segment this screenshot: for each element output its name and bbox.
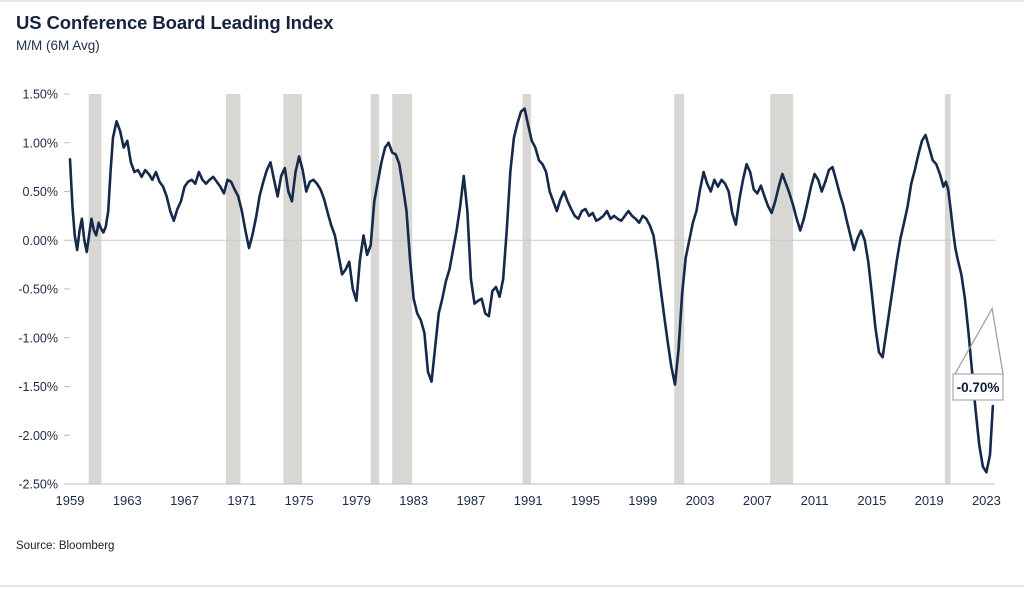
x-axis-label: 1979 (342, 493, 371, 508)
x-axis-label: 2023 (972, 493, 1001, 508)
x-axis-label: 2015 (857, 493, 886, 508)
x-axis-ticks: 1959 1963 1967 1971 1975 1979 1983 1987 1991 1995… (56, 483, 1001, 508)
last-value-callout: -0.70% (952, 306, 1004, 401)
recession-band (370, 94, 380, 484)
y-axis-label: -1.50% (18, 380, 58, 394)
recession-band (226, 94, 241, 484)
x-axis-label: 2019 (915, 493, 944, 508)
y-axis-label: -1.00% (18, 331, 58, 345)
x-axis-label: 1991 (514, 493, 543, 508)
recession-band (770, 94, 794, 484)
recession-band (88, 94, 102, 484)
page-title: US Conference Board Leading Index (16, 12, 334, 33)
x-axis-label: 1963 (113, 493, 142, 508)
x-axis-label: 1975 (285, 493, 314, 508)
chart-subtitle: M/M (6M Avg) (16, 38, 100, 53)
x-axis-label: 2003 (686, 493, 715, 508)
recession-band (392, 94, 413, 484)
series-path (68, 107, 995, 474)
y-axis-label: 0.50% (23, 185, 58, 199)
x-axis-label: 1959 (56, 493, 85, 508)
x-axis-label: 1967 (170, 493, 199, 508)
x-axis-label: 2011 (801, 493, 829, 508)
callout-leader-line (954, 306, 1004, 375)
recession-bands (88, 94, 951, 484)
x-axis-label: 1971 (227, 493, 256, 508)
x-axis-label: 1987 (456, 493, 485, 508)
x-axis-label: 1995 (571, 493, 600, 508)
callout-box (952, 373, 1004, 401)
index-series-line (68, 107, 995, 474)
y-axis-label: 1.50% (23, 88, 58, 102)
recession-band (522, 94, 532, 484)
recession-band (944, 94, 951, 484)
y-axis-label: 1.00% (23, 136, 58, 150)
y-axis-label: -0.50% (18, 283, 58, 297)
y-axis-label: -2.50% (18, 478, 58, 492)
x-axis-label: 2007 (743, 493, 772, 508)
y-axis-label: 0.00% (23, 234, 58, 248)
y-axis-label: -2.00% (18, 429, 58, 443)
recession-band (674, 94, 685, 484)
x-axis-label: 1999 (628, 493, 657, 508)
source-note: Source: Bloomberg (16, 540, 115, 552)
x-axis-label: 1983 (399, 493, 428, 508)
recession-band (283, 94, 302, 484)
callout-value-label: -0.70% (957, 380, 1000, 395)
y-axis-ticks: 1.50% 1.00% 0.50% 0.00% -0.50% -1.00% -1.50% -2… (18, 88, 70, 492)
